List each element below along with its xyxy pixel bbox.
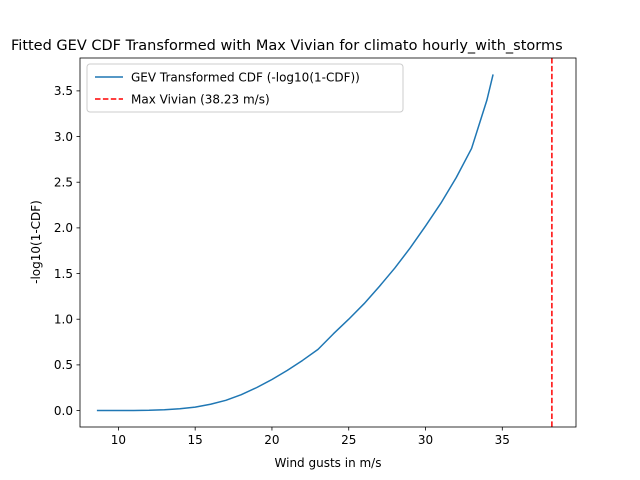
y-axis: 0.0 0.5 1.0 1.5 2.0 2.5 3.0 3.5: [54, 84, 80, 418]
x-tick-label: 25: [341, 433, 356, 447]
x-tick-label: 30: [418, 433, 433, 447]
x-tick-label: 10: [111, 433, 126, 447]
y-axis-label: -log10(1-CDF): [29, 200, 43, 284]
y-tick-label: 3.5: [54, 84, 73, 98]
y-tick-label: 3.0: [54, 130, 73, 144]
y-tick-label: 2.5: [54, 176, 73, 190]
legend-entry-label: Max Vivian (38.23 m/s): [131, 92, 270, 106]
legend: GEV Transformed CDF (-log10(1-CDF)) Max V…: [86, 63, 404, 113]
y-tick-label: 0.5: [54, 358, 73, 372]
x-tick-label: 15: [188, 433, 203, 447]
y-tick-label: 2.0: [54, 221, 73, 235]
y-tick-label: 1.0: [54, 313, 73, 327]
x-axis: 10 15 20 25 30 35: [111, 427, 510, 447]
legend-entry-label: GEV Transformed CDF (-log10(1-CDF)): [131, 70, 360, 84]
legend-box: [86, 63, 404, 113]
x-axis-label: Wind gusts in m/s: [275, 456, 382, 470]
x-tick-label: 35: [495, 433, 510, 447]
plot-area: [96, 58, 553, 427]
x-tick-label: 20: [264, 433, 279, 447]
y-tick-label: 1.5: [54, 267, 73, 281]
chart-title: Fitted GEV CDF Transformed with Max Vivi…: [11, 38, 563, 54]
y-tick-label: 0.0: [54, 404, 73, 418]
axes-frame: [79, 57, 577, 428]
